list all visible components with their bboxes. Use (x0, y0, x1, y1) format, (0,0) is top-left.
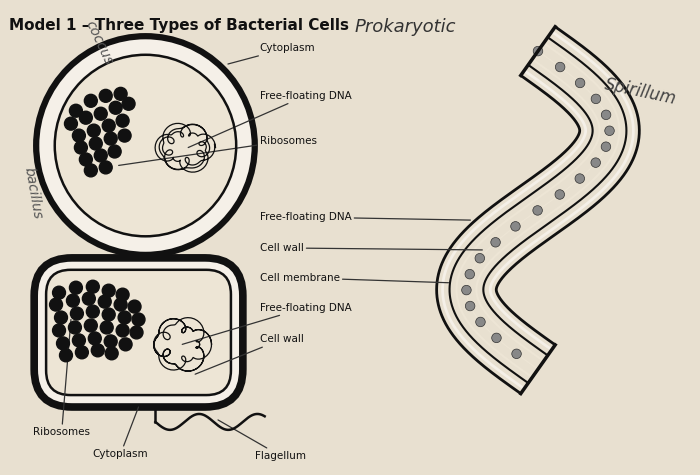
Circle shape (591, 158, 601, 167)
Circle shape (511, 221, 520, 231)
Circle shape (132, 313, 145, 326)
FancyBboxPatch shape (34, 258, 243, 407)
Circle shape (94, 107, 107, 120)
Circle shape (79, 111, 92, 124)
Text: Ribosomes: Ribosomes (33, 320, 90, 437)
Circle shape (533, 47, 542, 56)
Circle shape (466, 301, 475, 311)
Circle shape (605, 126, 615, 135)
Circle shape (601, 110, 611, 120)
Circle shape (512, 349, 522, 359)
Circle shape (119, 338, 132, 351)
Text: Cytoplasm: Cytoplasm (93, 407, 148, 459)
Circle shape (575, 78, 585, 88)
Circle shape (491, 238, 500, 247)
Circle shape (104, 132, 117, 145)
Text: Model 1 – Three Types of Bacterial Cells: Model 1 – Three Types of Bacterial Cells (9, 19, 349, 33)
Text: Free-floating DNA: Free-floating DNA (260, 212, 470, 222)
Circle shape (55, 311, 67, 324)
Circle shape (94, 149, 107, 162)
Circle shape (105, 347, 118, 360)
Circle shape (118, 129, 131, 142)
Text: Ribosomes: Ribosomes (118, 135, 316, 165)
Circle shape (85, 319, 97, 332)
Text: bacillus: bacillus (21, 166, 44, 220)
Circle shape (476, 317, 485, 327)
Circle shape (116, 324, 129, 337)
Circle shape (79, 153, 92, 166)
Circle shape (109, 101, 122, 114)
Circle shape (601, 142, 610, 152)
Circle shape (575, 174, 584, 183)
Text: Cell membrane: Cell membrane (260, 273, 449, 283)
Circle shape (102, 119, 116, 132)
Circle shape (98, 295, 111, 308)
Circle shape (36, 36, 255, 255)
Circle shape (55, 55, 236, 236)
Circle shape (465, 269, 475, 279)
Circle shape (83, 292, 95, 305)
Text: Prokaryotic: Prokaryotic (354, 19, 456, 36)
Circle shape (52, 286, 66, 299)
Circle shape (555, 190, 564, 200)
Text: Free-floating DNA: Free-floating DNA (182, 303, 351, 344)
Circle shape (72, 334, 85, 347)
Circle shape (69, 321, 81, 334)
Circle shape (50, 298, 62, 311)
Text: Cell wall: Cell wall (260, 243, 482, 253)
Circle shape (114, 298, 127, 311)
Circle shape (88, 124, 100, 137)
Circle shape (99, 161, 112, 174)
Circle shape (118, 311, 131, 324)
Circle shape (114, 87, 127, 100)
Circle shape (116, 114, 129, 127)
Circle shape (462, 285, 471, 295)
Circle shape (99, 89, 112, 102)
Circle shape (102, 284, 116, 297)
Text: Flagellum: Flagellum (218, 420, 306, 461)
Circle shape (128, 300, 141, 313)
Circle shape (592, 94, 601, 104)
Circle shape (555, 62, 565, 72)
Text: Spirillum: Spirillum (603, 75, 678, 108)
Circle shape (52, 324, 66, 337)
Circle shape (108, 145, 121, 158)
Circle shape (69, 281, 83, 294)
Circle shape (116, 288, 129, 301)
Circle shape (85, 164, 97, 177)
Circle shape (86, 305, 99, 318)
Circle shape (491, 333, 501, 342)
Circle shape (76, 346, 88, 359)
Circle shape (69, 104, 83, 117)
Circle shape (102, 308, 116, 321)
Circle shape (85, 95, 97, 107)
Text: Free-floating DNA: Free-floating DNA (188, 91, 351, 148)
FancyBboxPatch shape (46, 270, 231, 395)
Text: Cell wall: Cell wall (195, 334, 304, 374)
Circle shape (60, 349, 72, 362)
Circle shape (533, 206, 542, 215)
Circle shape (66, 294, 79, 307)
Circle shape (71, 307, 83, 320)
Circle shape (122, 97, 135, 110)
Circle shape (74, 141, 88, 154)
Circle shape (90, 137, 102, 150)
Circle shape (64, 117, 78, 130)
Circle shape (475, 254, 484, 263)
Circle shape (72, 129, 85, 142)
Circle shape (86, 280, 99, 293)
Text: coccus: coccus (83, 18, 116, 67)
Circle shape (104, 335, 117, 348)
Circle shape (57, 337, 69, 350)
Circle shape (91, 344, 104, 357)
Circle shape (100, 321, 113, 334)
Text: Cytoplasm: Cytoplasm (228, 43, 316, 64)
Circle shape (88, 332, 102, 345)
Circle shape (130, 326, 143, 339)
